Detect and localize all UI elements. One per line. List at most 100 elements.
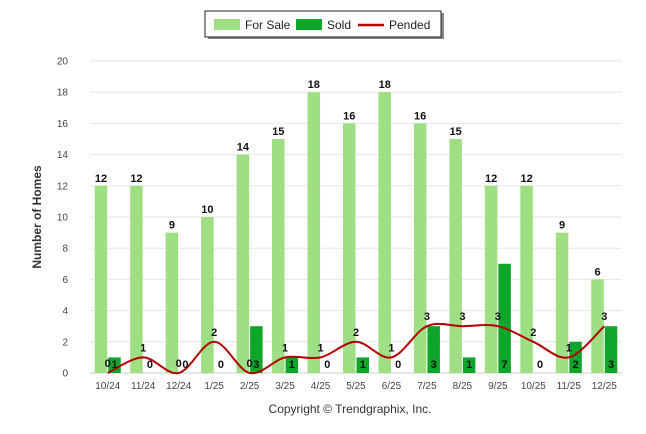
label-sold-4-25: 0 — [324, 359, 330, 371]
y-axis-title: Number of Homes — [30, 165, 44, 269]
bar-for-sale-2-25 — [236, 154, 250, 373]
y-tick-12: 12 — [57, 181, 69, 192]
bar-for-sale-10-24 — [94, 185, 108, 373]
bar-for-sale-7-25 — [413, 123, 427, 374]
x-tick-10-24: 10/24 — [95, 381, 120, 392]
label-pended-12-25: 3 — [601, 311, 607, 323]
x-tick-8-25: 8/25 — [453, 381, 473, 392]
label-pended-12-24: 0 — [176, 358, 182, 370]
legend-label-pended: Pended — [389, 18, 430, 32]
label-pended-5-25: 2 — [353, 327, 359, 339]
y-tick-16: 16 — [57, 119, 69, 130]
x-tick-9-25: 9/25 — [488, 381, 508, 392]
legend: For Sale Sold Pended — [204, 10, 444, 39]
label-sold-2-25: 3 — [253, 359, 259, 371]
legend-label-sold: Sold — [327, 18, 351, 32]
label-for-sale-6-25: 18 — [379, 79, 391, 91]
label-for-sale-12-24: 9 — [169, 220, 175, 232]
x-tick-12-24: 12/24 — [166, 381, 191, 392]
label-pended-7-25: 3 — [424, 311, 430, 323]
y-tick-10: 10 — [57, 213, 69, 224]
bar-sold-8-25 — [462, 357, 476, 373]
bar-for-sale-11-24 — [130, 185, 143, 373]
label-sold-5-25: 1 — [360, 359, 366, 371]
bar-sold-7-25 — [427, 326, 440, 373]
y-tick-18: 18 — [57, 88, 69, 99]
pended-line — [107, 322, 605, 375]
label-for-sale-11-25: 9 — [559, 220, 565, 232]
x-tick-5-25: 5/25 — [346, 381, 366, 392]
label-pended-4-25: 1 — [317, 342, 323, 354]
x-axis: 10/24 11/24 12/24 1/25 2/25 3/25 4/25 5/25 6/25 7… — [90, 372, 622, 392]
y-axis: 0 2 4 6 8 10 12 14 16 18 20 — [57, 57, 69, 380]
label-for-sale-1-25: 10 — [201, 204, 213, 216]
legend-box — [204, 10, 442, 38]
bar-sold-10-24 — [108, 357, 121, 373]
label-for-sale-12-25: 6 — [594, 266, 600, 278]
bar-for-sale-1-25 — [201, 217, 214, 373]
x-tick-1-25: 1/25 — [204, 381, 224, 392]
x-tick-4-25: 4/25 — [311, 381, 331, 392]
y-tick-0: 0 — [62, 369, 68, 380]
bar-for-sale-9-25 — [484, 185, 498, 373]
label-for-sale-4-25: 18 — [308, 79, 320, 91]
bar-for-sale-6-25 — [378, 92, 391, 373]
data-labels: 1211209010014315118016118016315112712092… — [95, 79, 614, 371]
label-sold-7-25: 3 — [431, 359, 437, 371]
label-sold-12-24: 0 — [182, 359, 188, 371]
bar-sold-11-25 — [569, 341, 582, 373]
label-for-sale-9-25: 12 — [485, 173, 497, 185]
label-pended-2-25: 0 — [247, 358, 253, 370]
label-pended-9-25: 3 — [495, 311, 501, 323]
label-for-sale-10-24: 12 — [95, 173, 107, 185]
bar-for-sale-5-25 — [343, 123, 356, 374]
bar-sold-9-25 — [498, 263, 511, 373]
bar-for-sale-11-25 — [555, 232, 569, 373]
label-sold-11-24: 0 — [147, 359, 153, 371]
x-tick-6-25: 6/25 — [382, 381, 402, 392]
legend-label-for-sale: For Sale — [245, 18, 291, 32]
label-pended-8-25: 3 — [459, 311, 465, 323]
label-pended-10-24: 0 — [105, 358, 111, 370]
label-for-sale-11-24: 12 — [130, 173, 142, 185]
bar-for-sale-12-25 — [591, 279, 604, 373]
label-pended-3-25: 1 — [282, 342, 288, 354]
legend-swatch-for-sale — [214, 19, 240, 30]
label-sold-3-25: 1 — [289, 359, 295, 371]
y-tick-8: 8 — [62, 244, 68, 255]
copyright-text: Copyright © Trendgraphix, Inc. — [269, 402, 432, 416]
label-for-sale-10-25: 12 — [520, 173, 532, 185]
label-pended-10-25: 2 — [530, 327, 536, 339]
bar-sold-12-25 — [604, 326, 618, 373]
bar-for-sale-10-25 — [520, 185, 533, 373]
label-sold-12-25: 3 — [608, 359, 614, 371]
label-sold-6-25: 0 — [395, 359, 401, 371]
y-tick-2: 2 — [62, 337, 68, 348]
label-for-sale-3-25: 15 — [272, 126, 284, 138]
pended-line-group — [107, 322, 605, 375]
y-tick-20: 20 — [57, 57, 69, 68]
label-pended-11-24: 1 — [140, 342, 146, 354]
legend-swatch-sold — [296, 19, 322, 30]
label-for-sale-7-25: 16 — [414, 110, 426, 122]
label-sold-8-25: 1 — [466, 359, 472, 371]
label-sold-1-25: 0 — [218, 359, 224, 371]
x-tick-11-24: 11/24 — [131, 381, 156, 392]
label-for-sale-8-25: 15 — [450, 126, 462, 138]
x-tick-12-25: 12/25 — [592, 381, 617, 392]
label-sold-10-25: 0 — [537, 359, 543, 371]
label-pended-11-25: 1 — [566, 342, 572, 354]
x-tick-2-25: 2/25 — [240, 381, 260, 392]
label-for-sale-2-25: 14 — [237, 142, 250, 154]
bar-sold-5-25 — [356, 357, 369, 373]
x-tick-11-25: 11/25 — [557, 381, 582, 392]
label-for-sale-5-25: 16 — [343, 110, 355, 122]
y-tick-6: 6 — [62, 275, 68, 286]
x-tick-3-25: 3/25 — [275, 381, 295, 392]
x-tick-10-25: 10/25 — [521, 381, 546, 392]
bars — [94, 92, 618, 374]
bar-for-sale-12-24 — [165, 232, 179, 373]
y-tick-4: 4 — [62, 306, 68, 317]
bar-for-sale-3-25 — [272, 139, 285, 373]
